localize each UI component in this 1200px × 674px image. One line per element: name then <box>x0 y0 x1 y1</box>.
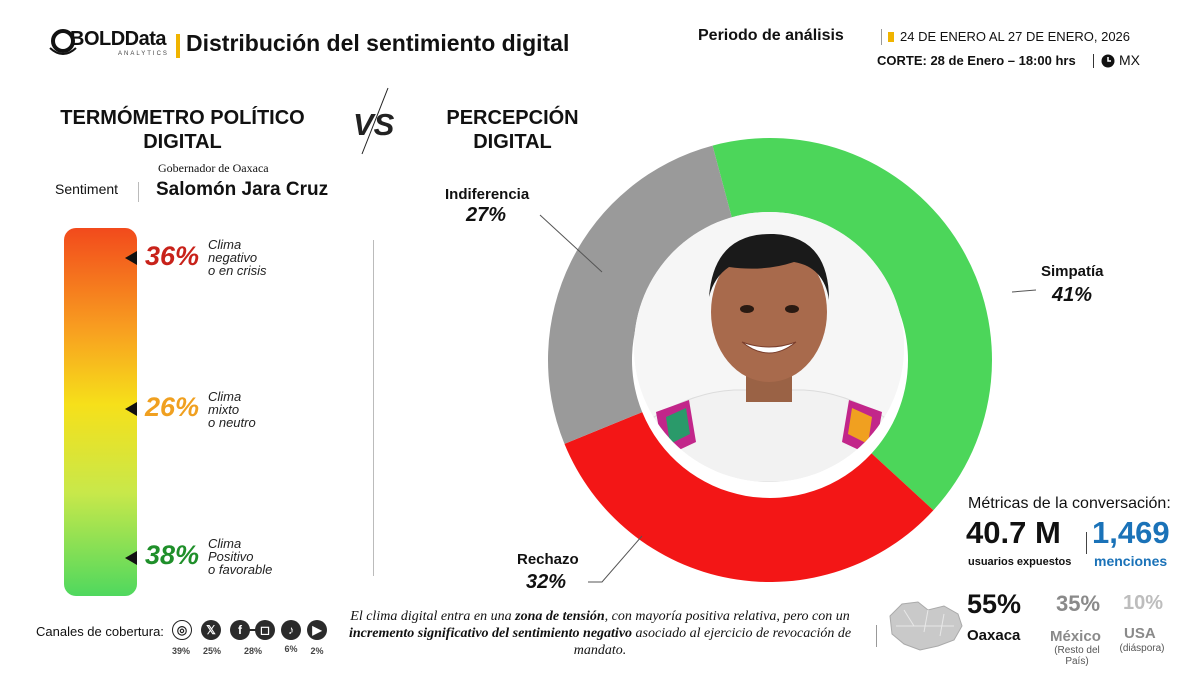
thermometer-positive-pct: 38% <box>145 540 200 570</box>
web-icon: ◎ <box>172 620 192 640</box>
perception-title: PERCEPCIÓN DIGITAL <box>430 106 595 154</box>
facebook-icon: f <box>230 620 250 640</box>
geo-mexico-label: México <box>1050 628 1101 645</box>
thermometer-title: TERMÓMETRO POLÍTICO DIGITAL <box>40 106 325 154</box>
logo-text: BOLDData <box>70 28 167 50</box>
sentiment-donut-chart <box>548 137 992 582</box>
footer-divider <box>876 625 877 647</box>
thermometer-neutral-pct: 26% <box>145 392 200 422</box>
logo-subtitle: ANALYTICS <box>118 51 169 57</box>
period-divider <box>881 29 882 45</box>
versus-emblem: VS <box>353 87 395 155</box>
perception-title-line1: PERCEPCIÓN <box>446 107 579 129</box>
thermometer-title-line1: TERMÓMETRO POLÍTICO <box>60 107 305 129</box>
sentiment-label: Sentiment <box>55 181 119 197</box>
geo-mexico-pct: 35% <box>1056 591 1101 616</box>
portrait-illustration <box>634 212 904 482</box>
thermometer-title-line2: DIGITAL <box>143 131 222 153</box>
mentions-value: 1,469 <box>1092 515 1170 550</box>
thermometer-negative-label: Clima negativo o en crisis <box>208 238 267 277</box>
sentiment-thermometer <box>64 228 137 596</box>
channel-web-pct: 39% <box>171 646 190 656</box>
geo-mexico-sub: (Resto del País) <box>1046 645 1108 667</box>
geo-sub-line: País) <box>1065 656 1089 667</box>
geo-usa-sub: (diáspora) <box>1119 643 1165 654</box>
donut-slice-simpatía <box>712 137 992 511</box>
geo-oaxaca-label: Oaxaca <box>967 627 1021 644</box>
metrics-divider <box>1086 532 1087 554</box>
title-accent-bar <box>176 34 180 58</box>
thermometer-marker-negative <box>125 251 137 265</box>
governor-photo <box>634 212 904 482</box>
note-text: El clima digital entra en una <box>350 609 516 624</box>
clima-line: negativo <box>208 250 258 265</box>
sentiment-divider <box>138 182 139 202</box>
geo-usa-label: USA <box>1124 625 1156 642</box>
brand-logo: BOLDData ANALYTICS <box>48 24 176 64</box>
users-exposed-label: usuarios expuestos <box>968 556 1072 568</box>
mentions-label: menciones <box>1094 553 1168 569</box>
note-emphasis: incremento significativo del sentimiento… <box>348 626 633 641</box>
instagram-icon: ◻ <box>255 620 275 640</box>
clima-line: o neutro <box>208 415 256 430</box>
cutoff-divider <box>1093 54 1094 68</box>
governor-name: Salomón Jara Cruz <box>156 179 329 200</box>
tiktok-icon: ♪ <box>281 620 301 640</box>
clima-line: Clima <box>208 536 242 551</box>
section-divider <box>373 240 374 576</box>
channels-label: Canales de cobertura: <box>36 624 164 639</box>
donut-slice-indiferencia <box>548 145 735 444</box>
thermometer-marker-neutral <box>125 402 137 416</box>
clima-line: o favorable <box>208 562 273 577</box>
logo-mark-icon <box>49 29 77 55</box>
geo-oaxaca-pct: 55% <box>967 589 1022 619</box>
youtube-icon: ▶ <box>307 620 327 640</box>
slice-pct-indiferencia: 27% <box>466 204 507 226</box>
perception-title-line2: DIGITAL <box>473 131 552 153</box>
metrics-title: Métricas de la conversación: <box>968 495 1171 512</box>
note-text: , con mayoría positiva relativa, pero co… <box>604 609 850 624</box>
users-exposed-value: 40.7 M <box>966 515 1061 550</box>
channel-meta-pct: 28% <box>243 646 262 656</box>
channel-youtube-pct: 2% <box>310 646 324 656</box>
period-label: Periodo de análisis <box>698 27 844 44</box>
geo-usa-pct: 10% <box>1123 592 1164 614</box>
slice-label-indiferencia: Indiferencia <box>445 186 530 203</box>
slice-label-rechazo: Rechazo <box>517 551 579 568</box>
page-title: Distribución del sentimiento digital <box>186 30 570 56</box>
slice-label-simpatia: Simpatía <box>1041 263 1104 280</box>
donut-slice-rechazo <box>564 412 934 582</box>
slice-pct-simpatia: 41% <box>1052 284 1093 306</box>
note-text: asociado al ejercicio de revocación de m… <box>573 626 852 658</box>
cutoff-time: CORTE: 28 de Enero – 18:00 hrs <box>877 53 1076 68</box>
period-dates: 24 DE ENERO AL 27 DE ENERO, 2026 <box>900 29 1131 44</box>
oaxaca-map-icon <box>889 601 963 651</box>
geo-sub-line: (Resto del <box>1054 645 1100 656</box>
thermometer-positive-label: Clima Positivo o favorable <box>208 537 272 576</box>
channel-x-pct: 25% <box>202 646 221 656</box>
clima-line: Clima <box>208 389 242 404</box>
channel-tiktok-pct: 6% <box>284 644 298 654</box>
clima-line: mixto <box>208 402 240 417</box>
governor-role: Gobernador de Oaxaca <box>158 161 269 175</box>
thermometer-negative-pct: 36% <box>145 241 200 271</box>
note-emphasis: zona de tensión <box>515 609 605 624</box>
region-label: MX <box>1119 52 1140 68</box>
conclusion-note: El clima digital entra en una zona de te… <box>334 608 866 659</box>
period-marker <box>888 32 894 42</box>
thermometer-neutral-label: Clima mixto o neutro <box>208 390 256 429</box>
clima-line: Positivo <box>208 549 254 564</box>
clima-line: o en crisis <box>208 263 267 278</box>
versus-text: VS <box>353 107 395 142</box>
x-icon: 𝕏 <box>201 620 221 640</box>
slice-pct-rechazo: 32% <box>526 571 567 593</box>
clima-line: Clima <box>208 237 242 252</box>
clock-icon <box>1101 54 1115 68</box>
thermometer-marker-positive <box>125 551 137 565</box>
channel-connector <box>248 629 256 631</box>
